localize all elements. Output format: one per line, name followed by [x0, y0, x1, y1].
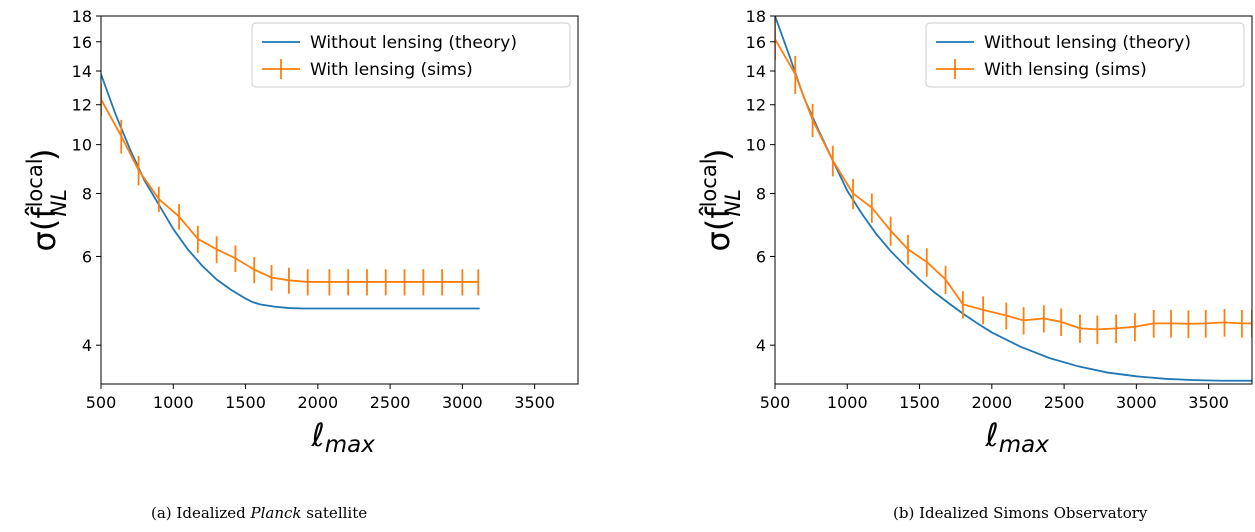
y-tick-label: 18 — [72, 7, 92, 26]
chart-panel-a: 500 1000 1500 2000 2500 3000 3500 4 6 8 10 12 14 16 18… — [23, 7, 579, 458]
series-theory — [101, 73, 480, 310]
x-tick-label: 1500 — [899, 393, 940, 412]
y-tick-label: 12 — [72, 96, 92, 115]
x-axis-label: ℓmax — [985, 416, 1050, 458]
y-tick-label: 10 — [72, 136, 92, 155]
series-line — [101, 98, 479, 283]
y-axis-label: σ(f̂localNL) — [697, 149, 745, 252]
y-tick-label: 8 — [82, 184, 92, 203]
legend-label: With lensing (sims) — [310, 60, 473, 80]
x-axis-label-sub: max — [325, 432, 375, 458]
x-tick-label: 1000 — [153, 393, 194, 412]
chart-panel-b: 500 1000 1500 2000 2500 3000 3500 4 6 8 10 12 14 16 18… — [697, 7, 1253, 458]
y-tick-label: 18 — [746, 7, 766, 26]
plot-frame — [774, 15, 1253, 385]
x-tick-label: 2000 — [971, 393, 1012, 412]
x-tick-label: 3500 — [514, 393, 555, 412]
x-axis-label-sub: max — [999, 432, 1049, 458]
y-tick-label: 14 — [746, 62, 766, 81]
y-tick-label: 14 — [72, 62, 92, 81]
series-sims — [775, 19, 1252, 345]
y-tick-label: 16 — [72, 33, 92, 52]
y-tick-label: 8 — [756, 184, 766, 203]
x-tick-label: 500 — [760, 393, 791, 412]
y-tick-label: 4 — [756, 336, 766, 355]
x-tick-label: 2500 — [370, 393, 411, 412]
y-tick-label: 4 — [82, 336, 92, 355]
x-tick-label: 2000 — [297, 393, 338, 412]
x-tick-label: 1000 — [827, 393, 868, 412]
x-tick-label: 3000 — [442, 393, 483, 412]
y-tick-label: 16 — [746, 33, 766, 52]
y-tick-label: 6 — [756, 247, 766, 266]
caption-a: (a) Idealized Planck satellite — [151, 504, 368, 522]
y-axis-label: σ(f̂localNL) — [23, 149, 71, 252]
plot-frame — [100, 15, 579, 385]
y-tick-label: 6 — [82, 247, 92, 266]
x-tick-label: 500 — [86, 393, 117, 412]
caption-b: (b) Idealized Simons Observatory — [893, 504, 1148, 522]
series-sims — [101, 83, 480, 296]
legend-label: With lensing (sims) — [984, 60, 1147, 80]
legend-label: Without lensing (theory) — [984, 33, 1191, 53]
x-tick-label: 2500 — [1044, 393, 1085, 412]
y-tick-label: 12 — [746, 96, 766, 115]
x-tick-label: 1500 — [225, 393, 266, 412]
y-tick-label: 10 — [746, 136, 766, 155]
legend-box — [925, 22, 1245, 88]
legend: Without lensing (theory) With lensing (si… — [925, 22, 1245, 88]
legend-box — [251, 22, 571, 88]
series-line — [101, 73, 480, 310]
x-axis-label: ℓmax — [311, 416, 376, 458]
legend-label: Without lensing (theory) — [310, 33, 517, 53]
x-tick-label: 3000 — [1116, 393, 1157, 412]
x-tick-label: 3500 — [1188, 393, 1229, 412]
legend: Without lensing (theory) With lensing (si… — [251, 22, 571, 88]
